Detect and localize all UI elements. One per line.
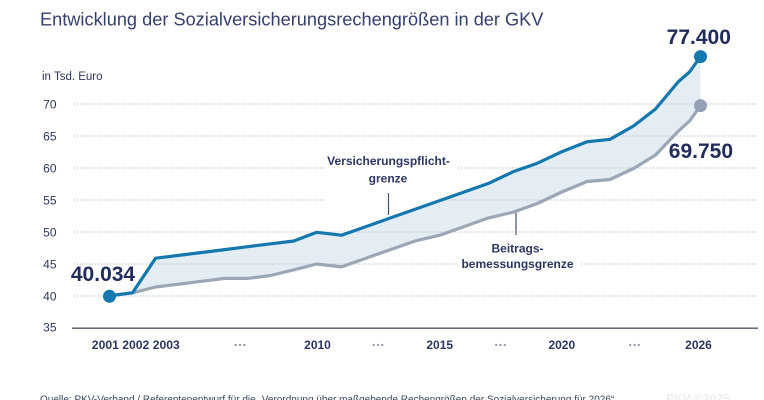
- svg-text:2015: 2015: [426, 338, 453, 352]
- svg-text:35: 35: [43, 321, 57, 335]
- svg-text:grenze: grenze: [369, 172, 408, 186]
- svg-text:60: 60: [43, 161, 57, 175]
- svg-text:77.400: 77.400: [667, 26, 731, 49]
- svg-text:2026: 2026: [685, 338, 712, 352]
- svg-text:55: 55: [43, 193, 57, 207]
- svg-text:70: 70: [43, 97, 57, 111]
- svg-text:50: 50: [43, 225, 57, 239]
- svg-text:65: 65: [43, 129, 57, 143]
- svg-text:PKV ©2025: PKV ©2025: [666, 392, 730, 400]
- svg-text:Quelle: PKV-Verband / Referent: Quelle: PKV-Verband / Referentenentwurf …: [40, 394, 614, 400]
- svg-text:Versicherungspflicht-: Versicherungspflicht-: [327, 154, 450, 168]
- svg-text:2010: 2010: [304, 338, 331, 352]
- svg-text:Entwicklung der Sozialversiche: Entwicklung der Sozialversicherungsreche…: [40, 10, 544, 30]
- svg-text:Beitrags-: Beitrags-: [491, 242, 543, 256]
- svg-text:2001 2002 2003: 2001 2002 2003: [92, 338, 180, 352]
- svg-text:69.750: 69.750: [669, 140, 733, 163]
- svg-text:45: 45: [43, 257, 57, 271]
- svg-text:bemessungsgrenze: bemessungsgrenze: [461, 257, 573, 271]
- svg-text:40.034: 40.034: [71, 263, 136, 286]
- svg-text:40: 40: [43, 289, 57, 303]
- svg-text:2020: 2020: [548, 338, 575, 352]
- svg-text:in Tsd. Euro: in Tsd. Euro: [42, 71, 103, 83]
